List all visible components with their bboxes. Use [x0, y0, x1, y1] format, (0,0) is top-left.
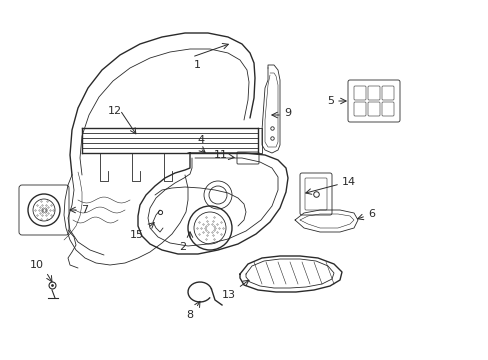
Text: 2: 2 — [179, 242, 185, 252]
Text: 6: 6 — [367, 209, 374, 219]
Text: 7: 7 — [81, 205, 88, 215]
Text: 12: 12 — [108, 106, 122, 116]
Text: 13: 13 — [222, 290, 236, 300]
Text: 4: 4 — [197, 135, 204, 145]
Text: 8: 8 — [185, 310, 193, 320]
Text: 1: 1 — [194, 60, 201, 70]
Text: 15: 15 — [130, 230, 143, 240]
Text: 11: 11 — [214, 150, 227, 160]
Text: 9: 9 — [284, 108, 290, 118]
Text: 10: 10 — [30, 260, 44, 270]
Text: 14: 14 — [341, 177, 355, 187]
Text: 5: 5 — [326, 96, 333, 106]
